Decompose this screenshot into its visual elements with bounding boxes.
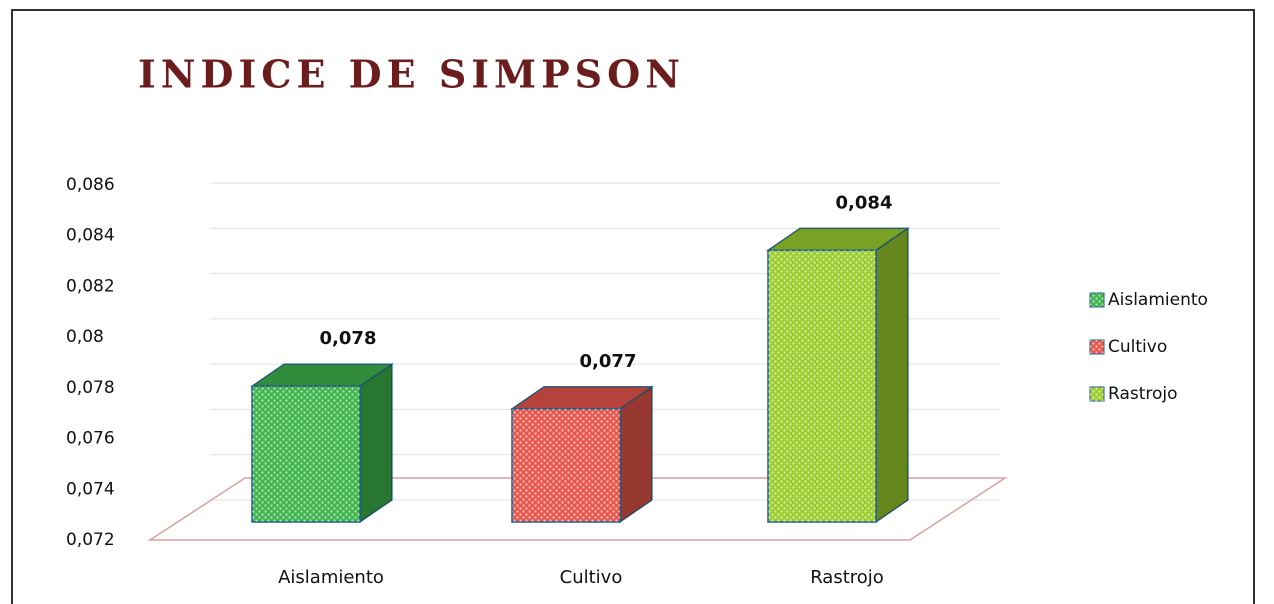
bar-side-shade [360, 364, 392, 522]
bar-top-shade [512, 386, 652, 409]
bar-top-shade [768, 228, 908, 251]
y-tick-label: 0,074 [66, 479, 115, 499]
bar-pattern [768, 250, 876, 523]
y-tick-label: 0,086 [66, 175, 115, 195]
legend-swatch-pattern [1090, 387, 1104, 401]
x-tick-label: Aislamiento [278, 567, 384, 588]
y-tick-label: 0,078 [66, 378, 115, 398]
x-tick-label: Cultivo [560, 567, 623, 588]
y-tick-label: 0,082 [66, 276, 115, 296]
bar-pattern [512, 408, 620, 522]
value-label: 0,078 [320, 328, 377, 349]
bar-side-shade [620, 386, 652, 522]
y-tick-label: 0,076 [66, 429, 115, 449]
chart-title: INDICE DE SIMPSON [138, 52, 685, 97]
legend-swatch-pattern [1090, 293, 1104, 307]
bar-side-shade [876, 228, 908, 523]
value-label: 0,084 [836, 192, 893, 213]
bar-pattern [252, 386, 360, 522]
bar-top-shade [252, 364, 392, 387]
legend-label: Cultivo [1108, 337, 1167, 357]
x-tick-label: Rastrojo [810, 567, 884, 588]
legend-label: Aislamiento [1108, 290, 1208, 310]
legend-swatch-pattern [1090, 340, 1104, 354]
floor [147, 477, 1008, 541]
value-label: 0,077 [580, 351, 637, 372]
y-tick-label: 0,08 [66, 327, 104, 347]
legend-label: Rastrojo [1108, 384, 1178, 404]
y-tick-label: 0,072 [66, 530, 115, 550]
y-tick-label: 0,084 [66, 226, 115, 246]
frame [11, 9, 1255, 604]
